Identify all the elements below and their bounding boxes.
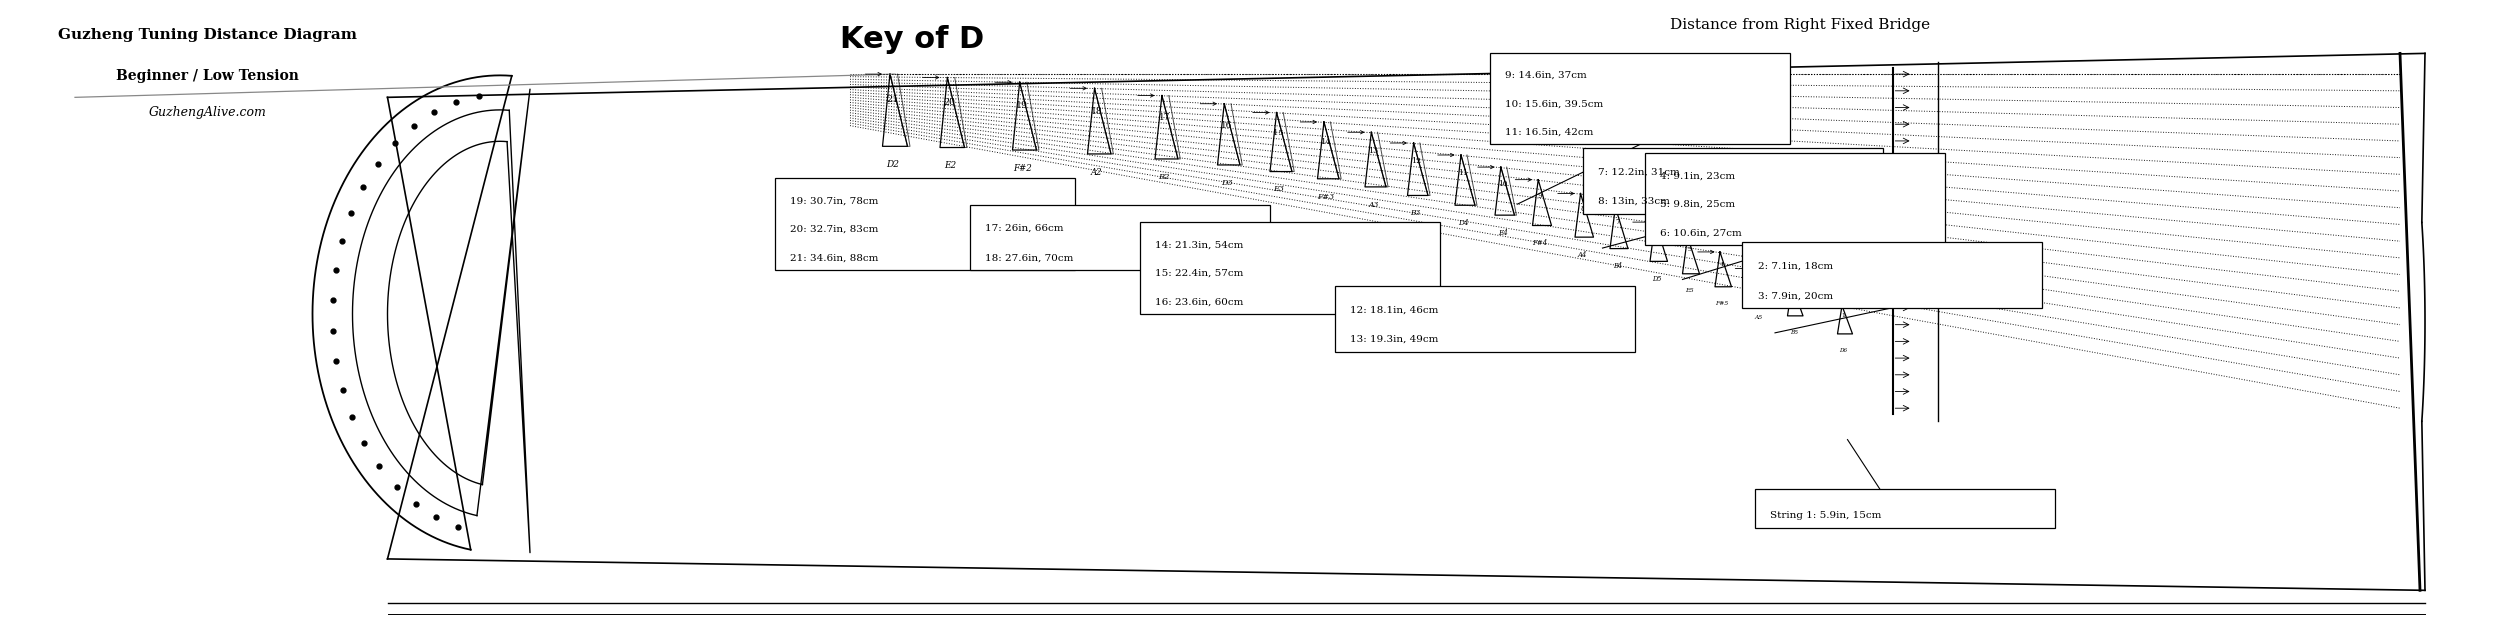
Text: 13: 19.3in, 49cm: 13: 19.3in, 49cm xyxy=(1350,335,1437,344)
Text: 19: 30.7in, 78cm: 19: 30.7in, 78cm xyxy=(790,197,878,205)
Text: 14: 21.3in, 54cm: 14: 21.3in, 54cm xyxy=(1155,241,1242,249)
FancyBboxPatch shape xyxy=(1582,148,1882,214)
Text: B3: B3 xyxy=(1410,209,1420,217)
Text: 4: 9.1in, 23cm: 4: 9.1in, 23cm xyxy=(1660,171,1735,180)
Text: F#3: F#3 xyxy=(1318,193,1335,200)
Text: 18: 27.6in, 70cm: 18: 27.6in, 70cm xyxy=(985,254,1072,263)
Text: A3: A3 xyxy=(1368,201,1378,208)
Text: 18: 18 xyxy=(1090,107,1102,116)
Text: F#2: F#2 xyxy=(1013,164,1032,173)
Text: 13: 13 xyxy=(1368,148,1378,155)
Text: E2: E2 xyxy=(942,161,955,170)
Text: 20: 32.7in, 83cm: 20: 32.7in, 83cm xyxy=(790,225,878,234)
Text: Key of D: Key of D xyxy=(840,25,985,54)
Text: Distance from Right Fixed Bridge: Distance from Right Fixed Bridge xyxy=(1670,18,1930,31)
Text: B5: B5 xyxy=(1790,330,1798,335)
Text: 17: 17 xyxy=(1158,113,1170,122)
Text: 7: 7 xyxy=(1615,218,1620,225)
Text: 19: 19 xyxy=(1015,102,1028,111)
Text: D4: D4 xyxy=(1458,219,1468,227)
FancyBboxPatch shape xyxy=(775,178,1075,270)
Text: A4: A4 xyxy=(1578,251,1588,259)
FancyBboxPatch shape xyxy=(1742,242,2042,308)
Text: E5: E5 xyxy=(1685,288,1692,293)
Text: B2: B2 xyxy=(1158,173,1170,181)
Text: E3: E3 xyxy=(1272,185,1285,193)
Text: 3: 7.9in, 20cm: 3: 7.9in, 20cm xyxy=(1758,291,1832,300)
Text: 20: 20 xyxy=(945,97,955,107)
Text: 21: 34.6in, 88cm: 21: 34.6in, 88cm xyxy=(790,254,878,263)
Text: 16: 16 xyxy=(1220,121,1232,129)
Text: A5: A5 xyxy=(1755,315,1762,320)
Text: Beginner / Low Tension: Beginner / Low Tension xyxy=(115,69,300,83)
FancyBboxPatch shape xyxy=(1335,286,1635,352)
Text: 14: 14 xyxy=(1320,138,1332,146)
FancyBboxPatch shape xyxy=(1490,53,1790,144)
Text: GuzhengAlive.com: GuzhengAlive.com xyxy=(148,106,268,119)
Text: F#4: F#4 xyxy=(1532,239,1548,247)
Text: 4: 4 xyxy=(1720,262,1722,267)
Text: 5: 5 xyxy=(1688,247,1692,252)
Text: 12: 18.1in, 46cm: 12: 18.1in, 46cm xyxy=(1350,306,1437,315)
Text: D2: D2 xyxy=(885,160,900,169)
Text: 12: 12 xyxy=(1410,158,1420,165)
Text: 3: 3 xyxy=(1758,278,1760,283)
Text: 6: 10.6in, 27cm: 6: 10.6in, 27cm xyxy=(1660,229,1742,237)
Text: String 1: 5.9in, 15cm: String 1: 5.9in, 15cm xyxy=(1770,511,1882,520)
Text: 21: 21 xyxy=(888,95,900,104)
Text: A2: A2 xyxy=(1090,168,1102,176)
Text: 5: 9.8in, 25cm: 5: 9.8in, 25cm xyxy=(1660,200,1735,209)
Text: D5: D5 xyxy=(1652,275,1662,283)
Text: 9: 14.6in, 37cm: 9: 14.6in, 37cm xyxy=(1505,71,1588,80)
Text: 1: 1 xyxy=(1842,313,1845,318)
Text: E4: E4 xyxy=(1498,229,1508,237)
Text: 6: 6 xyxy=(1655,232,1660,240)
Text: D3: D3 xyxy=(1220,179,1232,187)
Text: 10: 10 xyxy=(1498,180,1508,188)
Text: 16: 23.6in, 60cm: 16: 23.6in, 60cm xyxy=(1155,298,1242,306)
Text: 17: 26in, 66cm: 17: 26in, 66cm xyxy=(985,224,1062,233)
Text: 2: 7.1in, 18cm: 2: 7.1in, 18cm xyxy=(1758,262,1832,271)
Text: 11: 16.5in, 42cm: 11: 16.5in, 42cm xyxy=(1505,128,1592,137)
Text: 2: 2 xyxy=(1792,293,1795,298)
Text: B4: B4 xyxy=(1612,263,1622,271)
FancyBboxPatch shape xyxy=(1140,222,1440,314)
Text: 15: 15 xyxy=(1272,129,1285,137)
FancyBboxPatch shape xyxy=(970,205,1270,270)
Text: 8: 13in, 33cm: 8: 13in, 33cm xyxy=(1598,197,1670,206)
Text: 9: 9 xyxy=(1538,192,1542,200)
Text: F#5: F#5 xyxy=(1715,301,1728,306)
Text: D6: D6 xyxy=(1840,348,1848,353)
Text: 8: 8 xyxy=(1580,205,1585,213)
Text: 7: 12.2in, 31cm: 7: 12.2in, 31cm xyxy=(1598,168,1680,176)
FancyBboxPatch shape xyxy=(1645,153,1945,245)
Text: 11: 11 xyxy=(1458,168,1468,176)
Text: Guzheng Tuning Distance Diagram: Guzheng Tuning Distance Diagram xyxy=(58,28,358,42)
FancyBboxPatch shape xyxy=(1755,489,2055,528)
Text: 15: 22.4in, 57cm: 15: 22.4in, 57cm xyxy=(1155,269,1242,278)
Text: 10: 15.6in, 39.5cm: 10: 15.6in, 39.5cm xyxy=(1505,99,1602,109)
